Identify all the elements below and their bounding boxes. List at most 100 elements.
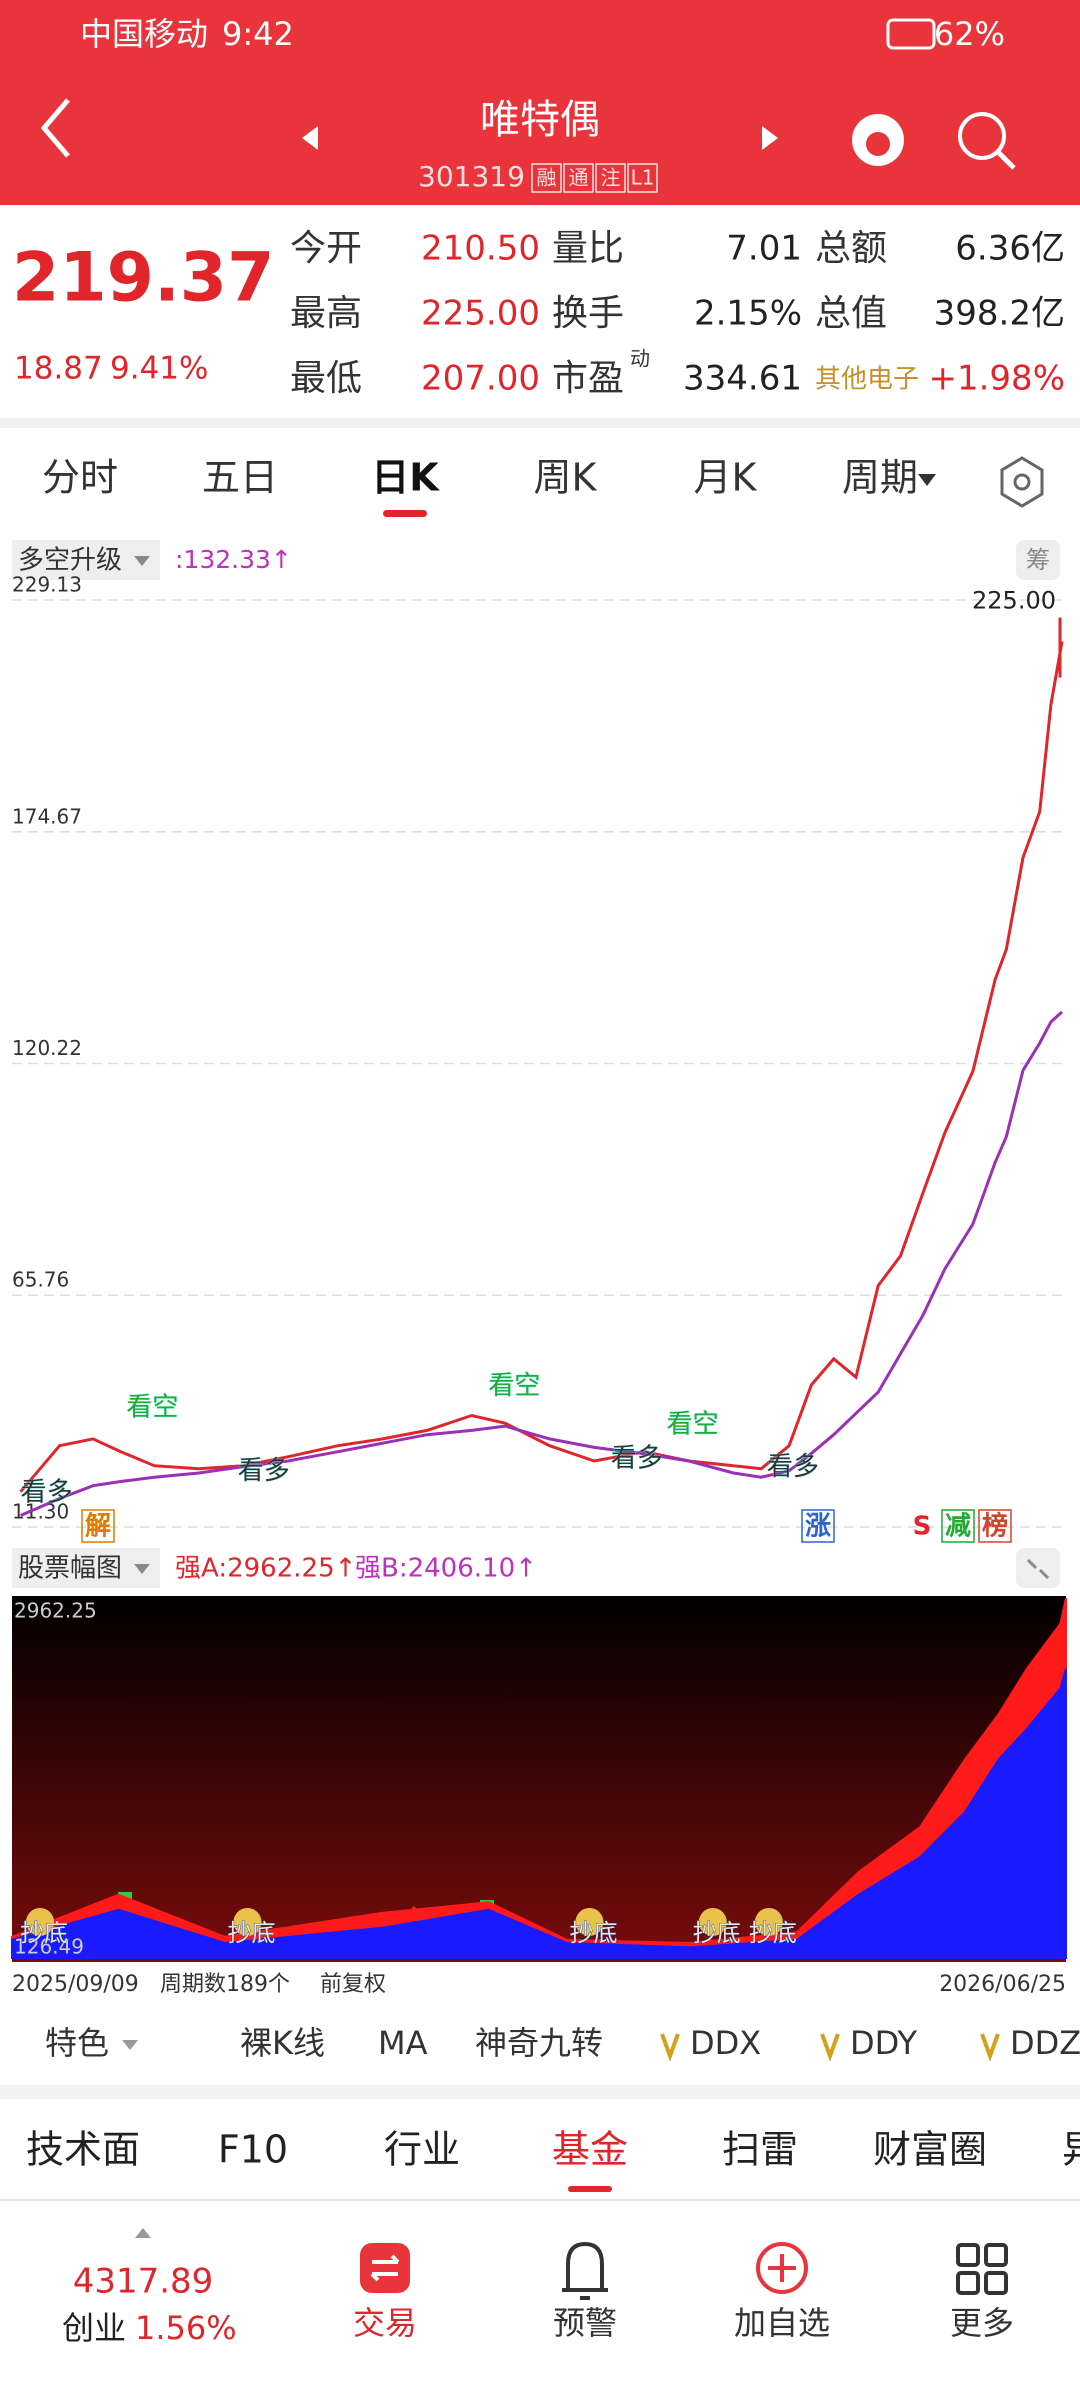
signal-annotation: 看多: [767, 1452, 819, 1482]
indicator-tab[interactable]: 神奇九转: [475, 2024, 603, 2062]
nav-item[interactable]: 交易: [353, 2304, 417, 2342]
signal-text: 解: [85, 1512, 111, 1542]
y-tick-label: 65.76: [12, 1268, 69, 1292]
price-change-pct: 9.41%: [110, 351, 208, 387]
bottom-tab[interactable]: 扫雷: [722, 2128, 798, 2172]
signal-text: 减: [945, 1512, 971, 1542]
dropdown-caret: [134, 556, 150, 566]
y-tick-label: 11.30: [12, 1500, 69, 1524]
chip-button-text[interactable]: 筹: [1026, 546, 1050, 574]
prev-stock[interactable]: [302, 126, 318, 150]
y-tick-label: 2962.25: [14, 1599, 97, 1623]
y-tick-label: 229.13: [12, 573, 82, 597]
period-tab[interactable]: 分时: [42, 456, 118, 500]
x-label: 2026/06/25: [939, 1972, 1066, 1997]
vip-mark: [660, 2033, 680, 2062]
period-tab[interactable]: 日K: [371, 456, 440, 500]
nav-item[interactable]: 加自选: [734, 2304, 830, 2342]
nav-item[interactable]: 更多: [950, 2304, 1014, 2342]
field-label: 最高: [290, 293, 362, 334]
more-icon[interactable]: [956, 2243, 1008, 2295]
field-value: 225.00: [421, 294, 540, 334]
add-watch-plus: [768, 2254, 796, 2282]
dropdown-caret: [918, 474, 936, 486]
field-value: 207.00: [421, 359, 540, 399]
chip-button[interactable]: [1016, 540, 1060, 580]
last-price: 219.37: [12, 239, 274, 318]
field-value: 398.2亿: [934, 294, 1065, 334]
assistant-eye: [866, 132, 890, 156]
signal-annotation: 看空: [667, 1409, 719, 1439]
y-tick-label: 174.67: [12, 804, 82, 828]
indicator-select[interactable]: [12, 1548, 160, 1588]
bottom-signal-icon: [754, 1907, 783, 1936]
index-value[interactable]: 4317.89: [73, 2262, 214, 2302]
signal-annotation: 看多: [611, 1443, 663, 1473]
bottom-signal-text: 抄底: [693, 1919, 741, 1947]
bottom-tab[interactable]: F10: [218, 2128, 288, 2172]
bottom-signal-icon: [575, 1907, 604, 1936]
indicator-name[interactable]: 股票幅图: [18, 1554, 122, 1584]
alert-icon[interactable]: [562, 2241, 608, 2300]
period-tab[interactable]: 周期: [842, 456, 918, 500]
badge-text: L1: [631, 166, 655, 190]
trade-icon[interactable]: [360, 2243, 410, 2293]
settings-icon[interactable]: [1000, 456, 1044, 508]
bottom-tab[interactable]: 财富圈: [873, 2128, 987, 2172]
signal-text: 涨: [805, 1512, 831, 1542]
vip-mark: [820, 2033, 840, 2062]
bottom-tab[interactable]: 基金: [552, 2128, 628, 2172]
indicator-tab[interactable]: DDX: [690, 2024, 761, 2062]
period-tab[interactable]: 五日: [202, 456, 278, 500]
active-tab-indicator: [568, 2186, 612, 2192]
add-watch-icon[interactable]: [756, 2242, 808, 2294]
search-handle: [996, 150, 1016, 170]
indicator-tab[interactable]: DDY: [850, 2024, 918, 2062]
signal-box: [978, 1509, 1012, 1543]
expand-icon[interactable]: [135, 2228, 151, 2238]
index-name[interactable]: 创业: [62, 2309, 126, 2347]
period-tab[interactable]: 月K: [694, 456, 758, 500]
indicator-select[interactable]: [12, 540, 160, 580]
bottom-signal-text: 抄底: [749, 1919, 797, 1947]
series-line: [20, 1010, 1064, 1517]
stock-name: 唯特偶: [480, 97, 600, 143]
series-line: [19, 641, 1064, 1493]
bottom-tab[interactable]: 行业: [384, 2128, 460, 2172]
badge-text: 融: [537, 166, 557, 190]
separator: [0, 418, 1080, 428]
battery-level: 62%: [934, 15, 1005, 53]
field-label: 总额: [815, 228, 887, 269]
indicator-tab[interactable]: 裸K线: [240, 2024, 325, 2062]
field-label: 最低: [290, 358, 362, 399]
indicator-tab[interactable]: 特色: [45, 2024, 109, 2062]
badge: [563, 163, 594, 193]
bottom-tab[interactable]: 异: [1062, 2128, 1080, 2172]
bottom-signal-icon: [233, 1907, 262, 1936]
indicator-name[interactable]: 多空升级: [18, 546, 122, 576]
bottom-tab[interactable]: 技术面: [26, 2128, 140, 2172]
separator: [0, 2085, 1080, 2099]
search-icon[interactable]: [958, 112, 1006, 160]
signal-annotation: 看多: [238, 1456, 290, 1486]
indicator-tab[interactable]: MA: [378, 2024, 428, 2062]
indicator-tab[interactable]: DDZ: [1010, 2024, 1080, 2062]
series-area: [11, 1668, 1067, 1959]
bottom-signal-icon: [26, 1907, 55, 1936]
nav-item[interactable]: 预警: [553, 2304, 617, 2342]
field-value: 210.50: [421, 229, 540, 269]
period-tab[interactable]: 周K: [534, 456, 598, 500]
field-value: 6.36亿: [955, 229, 1065, 269]
settings-dot: [1013, 473, 1031, 491]
dropdown-caret: [134, 1564, 150, 1574]
signal-box: [81, 1509, 115, 1543]
next-stock[interactable]: [762, 126, 778, 150]
expand-button[interactable]: [1016, 1548, 1060, 1588]
signal-annotation: 看多: [21, 1477, 73, 1507]
index-change[interactable]: 1.56%: [135, 2309, 237, 2347]
y-tick-label: 120.22: [12, 1036, 82, 1060]
field-value: 7.01: [726, 229, 802, 269]
back-button[interactable]: [40, 98, 70, 158]
expand-glyph: [1026, 1558, 1050, 1580]
